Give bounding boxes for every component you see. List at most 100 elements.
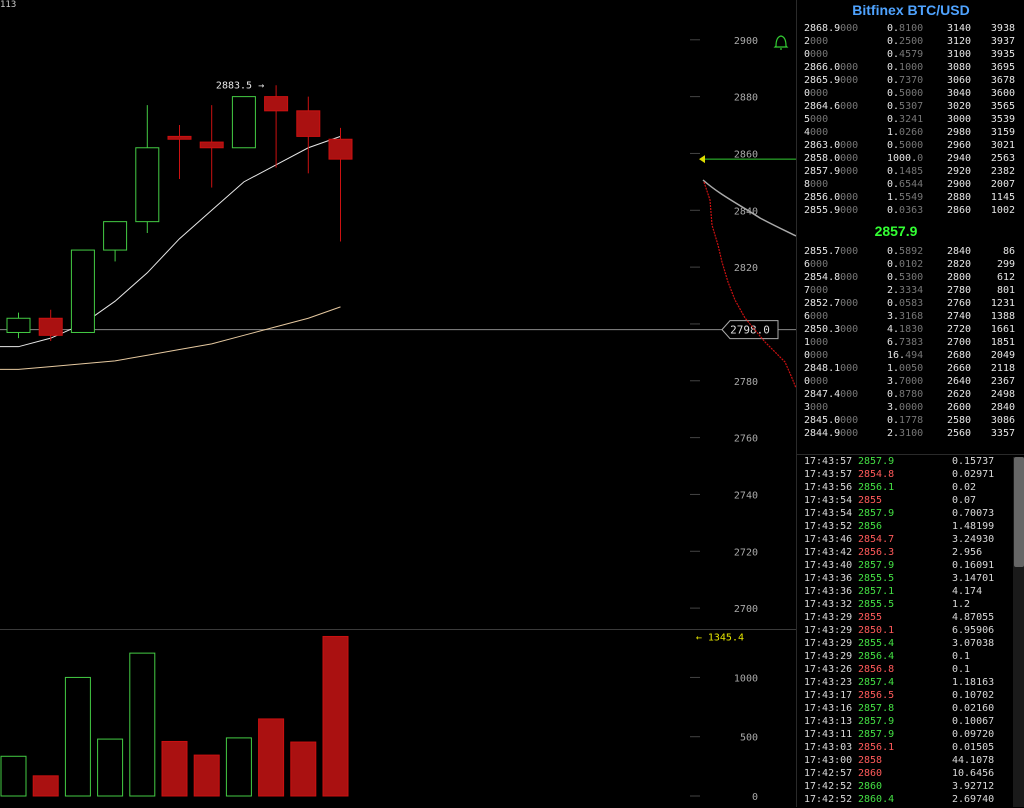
trade-row[interactable]: 17:43:32 2855.5 1.2	[797, 598, 1024, 611]
candle[interactable]	[70, 249, 95, 333]
ask-row[interactable]: 2856.0000 1.5549 2880 1145	[797, 191, 1024, 204]
ask-row[interactable]: 2865.9000 0.7370 3060 3678	[797, 74, 1024, 87]
trade-history[interactable]: 17:43:57 2857.9 0.15737 17:43:57 2854.8 0.029…	[797, 454, 1024, 808]
chart-area[interactable]: 2700272027402760278028002820284028602880…	[0, 0, 796, 807]
ask-price: 2864.6000	[804, 101, 859, 112]
trade-row[interactable]: 17:42:52 2860 3.92712	[797, 780, 1024, 793]
trade-row[interactable]: 17:43:11 2857.9 0.09720	[797, 728, 1024, 741]
bid-row[interactable]: 6000 3.3168 2740 1388	[797, 310, 1024, 323]
trade-row[interactable]: 17:43:54 2855 0.07	[797, 494, 1024, 507]
bid-row[interactable]: 2848.1000 1.0050 2660 2118	[797, 362, 1024, 375]
bid-amount: 6.7383	[887, 337, 924, 348]
trade-row[interactable]: 17:43:36 2857.1 4.174	[797, 585, 1024, 598]
candle[interactable]	[296, 96, 321, 174]
trade-price: 2857.4	[858, 677, 895, 688]
trade-row[interactable]: 17:43:56 2856.1 0.02	[797, 481, 1024, 494]
candle[interactable]	[103, 221, 128, 262]
trade-amount: 0.02971	[952, 469, 995, 480]
ask-price: 2866.0000	[804, 62, 859, 73]
trade-time: 17:43:17	[804, 690, 853, 701]
candle[interactable]	[264, 85, 289, 168]
candle[interactable]	[6, 312, 31, 339]
trade-row[interactable]: 17:42:52 2860.4 2.69740	[797, 793, 1024, 806]
trade-row[interactable]: 17:43:42 2856.3 2.956	[797, 546, 1024, 559]
bid-amount: 0.5300	[887, 272, 924, 283]
trade-row[interactable]: 17:43:52 2856 1.48199	[797, 520, 1024, 533]
trade-amount: 0.02160	[952, 703, 995, 714]
bid-total: 3357	[990, 428, 1015, 439]
bid-row[interactable]: 2850.3000 4.1830 2720 1661	[797, 323, 1024, 336]
trade-row[interactable]: 17:43:13 2857.9 0.10067	[797, 715, 1024, 728]
ask-row[interactable]: 8000 0.6544 2900 2007	[797, 178, 1024, 191]
ask-row[interactable]: 4000 1.0260 2980 3159	[797, 126, 1024, 139]
trade-row[interactable]: 17:43:57 2857.9 0.15737	[797, 455, 1024, 468]
ask-row[interactable]: 5000 0.3241 3000 3539	[797, 113, 1024, 126]
trade-row[interactable]: 17:43:57 2854.8 0.02971	[797, 468, 1024, 481]
volume-bar[interactable]	[322, 635, 349, 797]
volume-bar[interactable]	[161, 740, 188, 797]
scroll-thumb[interactable]	[1014, 457, 1024, 567]
trade-row[interactable]: 17:43:29 2855 4.87055	[797, 611, 1024, 624]
trade-row[interactable]: 17:43:17 2856.5 0.10702	[797, 689, 1024, 702]
volume-bar[interactable]	[258, 718, 285, 797]
candle[interactable]	[135, 105, 160, 234]
trade-row[interactable]: 17:43:46 2854.7 3.24930	[797, 533, 1024, 546]
ask-row[interactable]: 0000 0.5000 3040 3600	[797, 87, 1024, 100]
bid-row[interactable]: 6000 0.0102 2820 299	[797, 258, 1024, 271]
trade-row[interactable]: 17:43:03 2856.1 0.01505	[797, 741, 1024, 754]
bid-row[interactable]: 2852.7000 0.0583 2760 1231	[797, 297, 1024, 310]
ask-row[interactable]: 2863.0000 0.5000 2960 3021	[797, 139, 1024, 152]
ask-row[interactable]: 2858.0000 1000.0 2940 2563	[797, 152, 1024, 165]
volume-bar[interactable]	[64, 676, 91, 797]
trade-scrollbar[interactable]	[1013, 457, 1024, 807]
ask-row[interactable]: 0000 0.4579 3100 3935	[797, 48, 1024, 61]
bid-row[interactable]: 0000 3.7000 2640 2367	[797, 375, 1024, 388]
bid-row[interactable]: 7000 2.3334 2780 801	[797, 284, 1024, 297]
trade-row[interactable]: 17:43:00 2858 44.1078	[797, 754, 1024, 767]
trade-row[interactable]: 17:43:36 2855.5 3.14701	[797, 572, 1024, 585]
trade-row[interactable]: 17:42:57 2860 10.6456	[797, 767, 1024, 780]
candle[interactable]	[328, 127, 353, 242]
trade-row[interactable]: 17:43:16 2857.8 0.02160	[797, 702, 1024, 715]
bid-row[interactable]: 1000 6.7383 2700 1851	[797, 336, 1024, 349]
trade-row[interactable]: 17:43:29 2850.1 6.95906	[797, 624, 1024, 637]
trade-row[interactable]: 17:43:29 2855.4 3.07038	[797, 637, 1024, 650]
ask-row[interactable]: 2866.0000 0.1000 3080 3695	[797, 61, 1024, 74]
volume-bar[interactable]	[290, 741, 317, 797]
ask-row[interactable]: 2000 0.2500 3120 3937	[797, 35, 1024, 48]
bid-row[interactable]: 2847.4000 0.8780 2620 2498	[797, 388, 1024, 401]
price-chart[interactable]: 2700272027402760278028002820284028602880…	[0, 0, 796, 807]
bid-row[interactable]: 3000 3.0000 2600 2840	[797, 401, 1024, 414]
bid-row[interactable]: 2845.0000 0.1778 2580 3086	[797, 414, 1024, 427]
volume-bar[interactable]	[97, 738, 124, 797]
volume-bar[interactable]	[129, 652, 156, 797]
candle[interactable]	[167, 125, 192, 180]
bell-alert-icon[interactable]	[773, 35, 789, 50]
bid-row[interactable]: 2855.7000 0.5892 2840 86	[797, 245, 1024, 258]
trade-time: 17:43:36	[804, 573, 853, 584]
trade-row[interactable]: 17:43:40 2857.9 0.16091	[797, 559, 1024, 572]
trade-time: 17:43:29	[804, 638, 853, 649]
trade-row[interactable]: 17:43:23 2857.4 1.18163	[797, 676, 1024, 689]
trade-row[interactable]: 17:43:26 2856.8 0.1	[797, 663, 1024, 676]
volume-bar[interactable]	[193, 754, 220, 797]
bid-row[interactable]: 0000 16.494 2680 2049	[797, 349, 1024, 362]
bid-row[interactable]: 2844.9000 2.3100 2560 3357	[797, 427, 1024, 440]
trade-row[interactable]: 17:43:29 2856.4 0.1	[797, 650, 1024, 663]
bid-amount: 2.3100	[887, 428, 924, 439]
bid-row[interactable]: 2854.8000 0.5300 2800 612	[797, 271, 1024, 284]
volume-bar[interactable]	[0, 755, 27, 797]
candle[interactable]	[199, 105, 224, 188]
volume-bar[interactable]	[32, 775, 59, 797]
ask-row[interactable]: 2857.9000 0.1485 2920 2382	[797, 165, 1024, 178]
ask-row[interactable]: 2868.9000 0.8100 3140 3938	[797, 22, 1024, 35]
ask-row[interactable]: 2855.9000 0.0363 2860 1002	[797, 204, 1024, 217]
candle[interactable]	[231, 96, 256, 149]
bid-total: 2118	[990, 363, 1015, 374]
bid-total: 2498	[990, 389, 1015, 400]
candle[interactable]	[38, 309, 63, 341]
trade-row[interactable]: 17:43:54 2857.9 0.70073	[797, 507, 1024, 520]
trade-price: 2860.4	[858, 794, 895, 805]
ask-row[interactable]: 2864.6000 0.5307 3020 3565	[797, 100, 1024, 113]
volume-bar[interactable]	[225, 737, 252, 797]
